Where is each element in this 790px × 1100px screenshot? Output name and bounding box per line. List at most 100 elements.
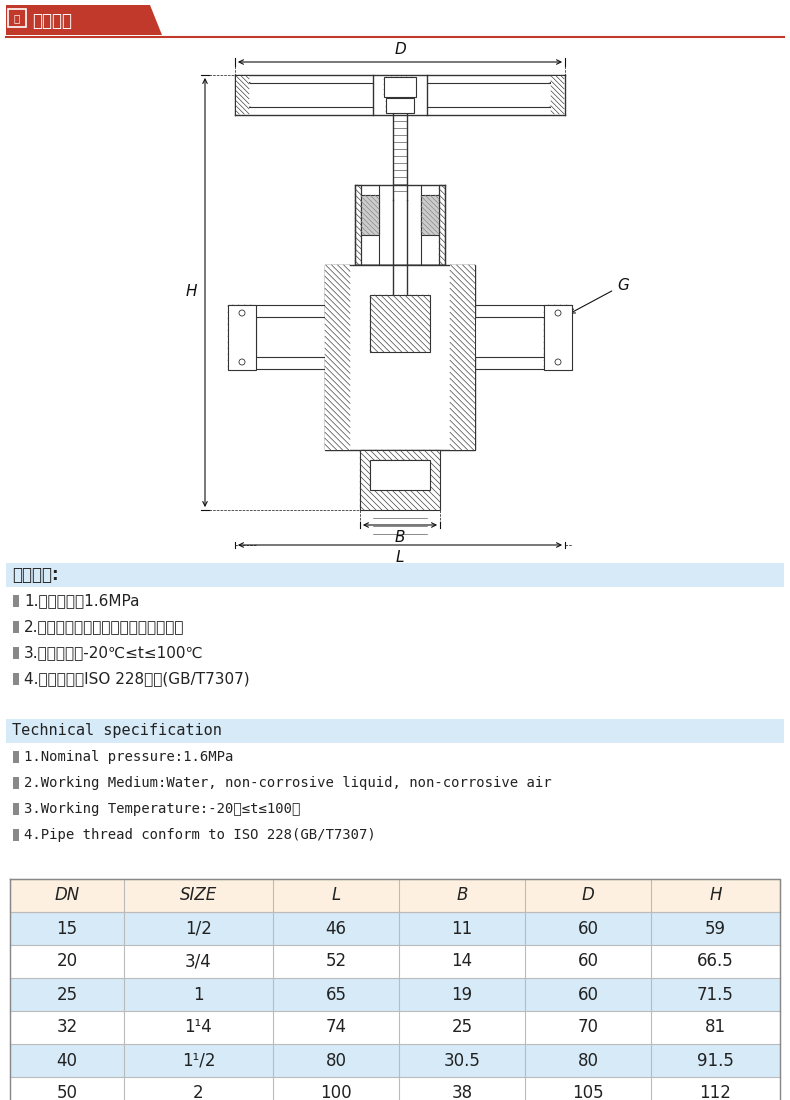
- Text: D: D: [581, 887, 594, 904]
- Text: 1¹4: 1¹4: [185, 1019, 213, 1036]
- Bar: [13, 829, 19, 842]
- Text: 80: 80: [577, 1052, 599, 1069]
- Bar: [10, 978, 780, 1011]
- Text: 1: 1: [194, 986, 204, 1003]
- Text: 52: 52: [325, 953, 347, 970]
- Text: 3/4: 3/4: [185, 953, 212, 970]
- Bar: [10, 1044, 780, 1077]
- Bar: [8, 9, 26, 28]
- Text: 1¹/2: 1¹/2: [182, 1052, 215, 1069]
- Text: B: B: [457, 887, 468, 904]
- Bar: [13, 647, 19, 659]
- Bar: [13, 777, 19, 789]
- Text: 3.工作温度：-20℃≤t≤100℃: 3.工作温度：-20℃≤t≤100℃: [24, 646, 204, 660]
- Bar: [236, 76, 249, 114]
- Text: 40: 40: [57, 1052, 77, 1069]
- Text: 1/2: 1/2: [185, 920, 212, 937]
- Text: 20: 20: [56, 953, 77, 970]
- Text: B: B: [395, 530, 405, 544]
- Polygon shape: [6, 6, 162, 35]
- Bar: [10, 879, 780, 912]
- Bar: [325, 265, 475, 450]
- Bar: [325, 265, 350, 450]
- Text: 4.Pipe thread conform to ISO 228(GB/T7307): 4.Pipe thread conform to ISO 228(GB/T730…: [24, 828, 376, 842]
- Text: 1.公称压力：1.6MPa: 1.公称压力：1.6MPa: [24, 594, 140, 608]
- Text: 100: 100: [320, 1085, 352, 1100]
- Text: 59: 59: [705, 920, 726, 937]
- Text: DN: DN: [55, 887, 80, 904]
- Text: 15: 15: [56, 920, 77, 937]
- Bar: [13, 803, 19, 815]
- Text: 66.5: 66.5: [697, 953, 734, 970]
- Text: 25: 25: [56, 986, 77, 1003]
- Text: G: G: [570, 277, 629, 313]
- Text: 81: 81: [705, 1019, 726, 1036]
- Text: 3.Working Temperature:-20℃≤t≤100℃: 3.Working Temperature:-20℃≤t≤100℃: [24, 802, 300, 816]
- Text: 2.Working Medium:Water, non-corrosive liquid, non-corrosive air: 2.Working Medium:Water, non-corrosive li…: [24, 776, 551, 790]
- Bar: [10, 912, 780, 945]
- Bar: [360, 450, 440, 510]
- Bar: [475, 317, 544, 358]
- Bar: [551, 76, 564, 114]
- Bar: [355, 185, 361, 265]
- Circle shape: [239, 310, 245, 316]
- Bar: [6, 563, 784, 587]
- Bar: [228, 305, 256, 370]
- Text: D: D: [394, 42, 406, 57]
- Text: 50: 50: [57, 1085, 77, 1100]
- Bar: [256, 317, 325, 358]
- Text: 60: 60: [577, 986, 599, 1003]
- Text: 105: 105: [572, 1085, 604, 1100]
- Text: 46: 46: [325, 920, 347, 937]
- Text: 38: 38: [451, 1085, 472, 1100]
- Text: 14: 14: [451, 953, 472, 970]
- Circle shape: [239, 359, 245, 365]
- Bar: [421, 195, 439, 235]
- Text: 80: 80: [325, 1052, 347, 1069]
- Bar: [10, 1011, 780, 1044]
- Bar: [384, 77, 416, 97]
- Bar: [386, 98, 414, 113]
- Bar: [439, 185, 445, 265]
- Bar: [370, 295, 430, 352]
- Bar: [370, 460, 430, 490]
- Text: 32: 32: [56, 1019, 77, 1036]
- Text: 112: 112: [700, 1085, 732, 1100]
- Bar: [361, 195, 379, 235]
- Text: 65: 65: [325, 986, 347, 1003]
- Circle shape: [555, 359, 561, 365]
- Text: 60: 60: [577, 920, 599, 937]
- Bar: [6, 719, 784, 742]
- Text: 1.Nominal pressure:1.6MPa: 1.Nominal pressure:1.6MPa: [24, 750, 233, 764]
- Text: H: H: [709, 887, 722, 904]
- Text: 2: 2: [194, 1085, 204, 1100]
- Text: 74: 74: [325, 1019, 347, 1036]
- Text: 11: 11: [451, 920, 472, 937]
- Text: 目: 目: [14, 13, 20, 23]
- Text: 60: 60: [577, 953, 599, 970]
- Text: 2.工作介质：水、非腐蚀性液体、空气: 2.工作介质：水、非腐蚀性液体、空气: [24, 619, 185, 635]
- Text: 71.5: 71.5: [697, 986, 734, 1003]
- Bar: [10, 1077, 780, 1100]
- Bar: [544, 305, 572, 370]
- Bar: [13, 673, 19, 685]
- Text: 91.5: 91.5: [697, 1052, 734, 1069]
- Text: 30.5: 30.5: [443, 1052, 480, 1069]
- Text: 4.管螺纹符合ISO 228标准(GB/T7307): 4.管螺纹符合ISO 228标准(GB/T7307): [24, 671, 250, 686]
- Bar: [10, 945, 780, 978]
- Text: Technical specification: Technical specification: [12, 724, 222, 738]
- Text: H: H: [186, 285, 197, 299]
- Text: 技术规范:: 技术规范:: [12, 566, 58, 584]
- Text: SIZE: SIZE: [180, 887, 217, 904]
- Bar: [13, 595, 19, 607]
- Bar: [450, 265, 475, 450]
- Text: 25: 25: [451, 1019, 472, 1036]
- Text: L: L: [396, 550, 404, 565]
- Bar: [13, 751, 19, 763]
- Text: L: L: [331, 887, 340, 904]
- Text: 19: 19: [451, 986, 472, 1003]
- Bar: [13, 621, 19, 632]
- Text: 70: 70: [577, 1019, 599, 1036]
- Circle shape: [555, 310, 561, 316]
- Text: 技术参数: 技术参数: [32, 12, 72, 30]
